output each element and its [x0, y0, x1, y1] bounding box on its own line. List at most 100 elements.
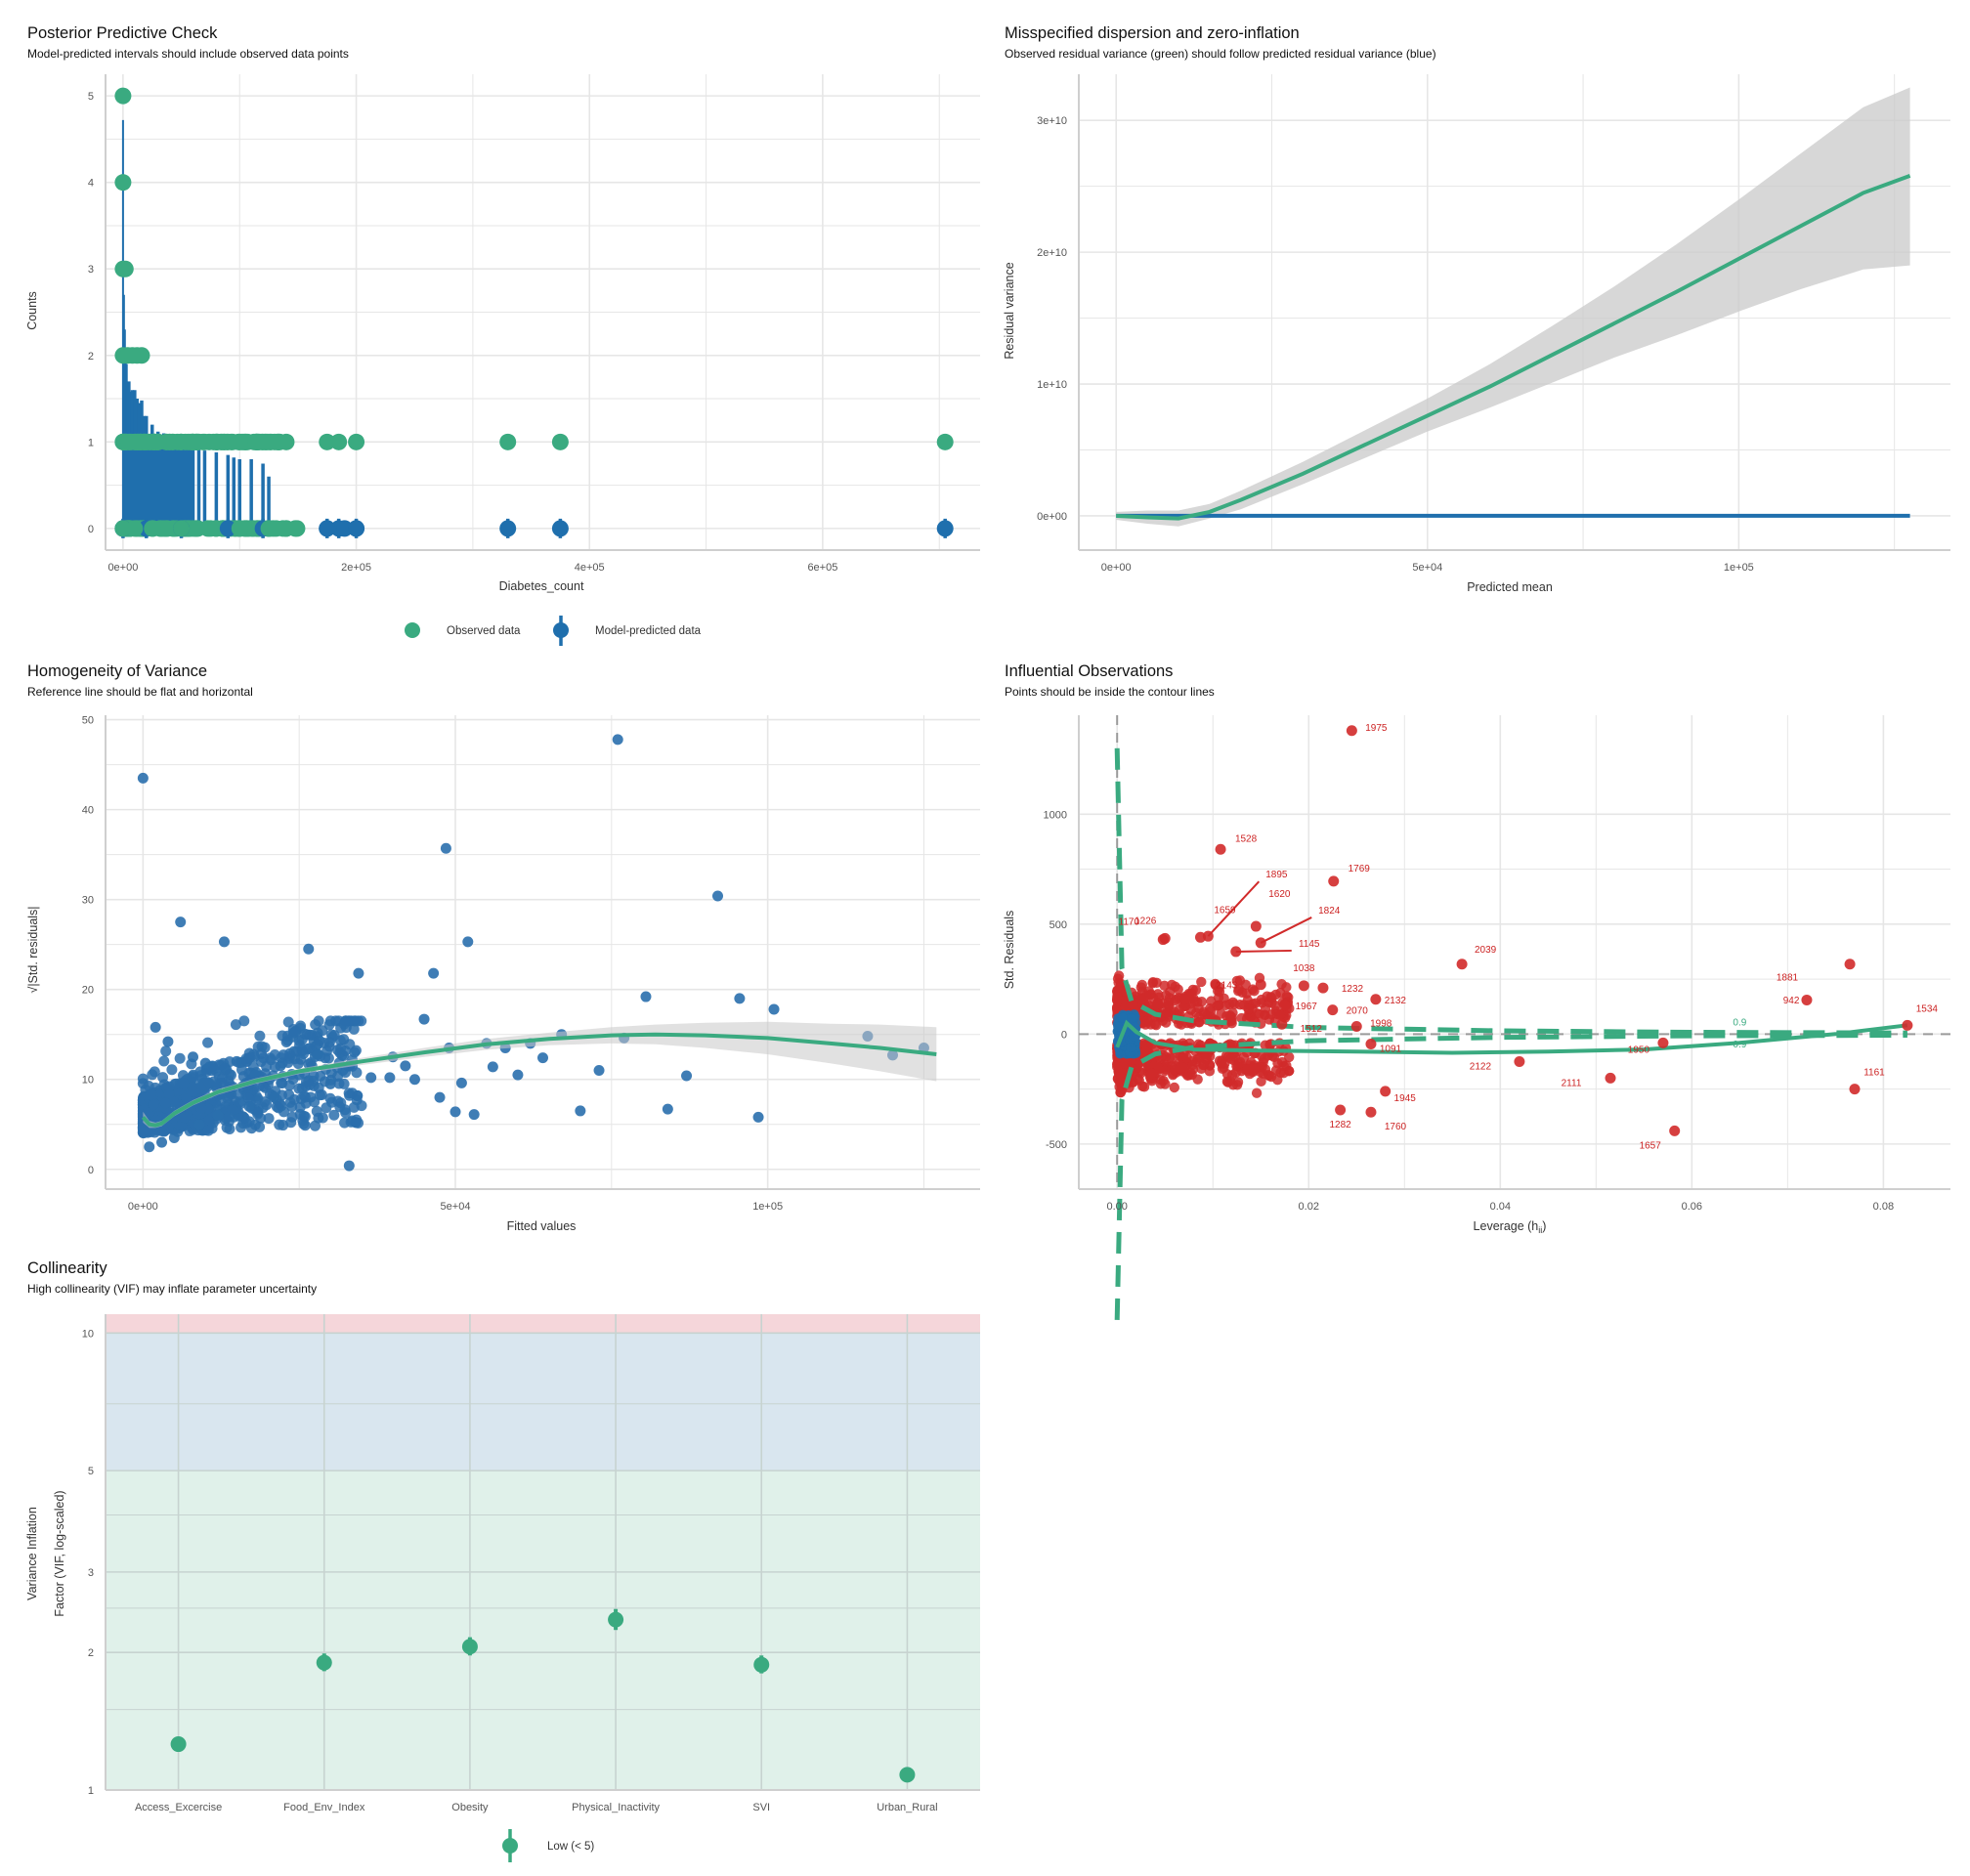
- predicted-point: [936, 520, 954, 537]
- y-tick-label: 0e+00: [1037, 511, 1067, 523]
- y-tick-label: 10: [82, 1075, 94, 1087]
- confidence-band: [143, 1021, 937, 1129]
- residual-point: [261, 1099, 273, 1111]
- x-axis-label: Predicted mean: [1467, 580, 1553, 594]
- zone-low: [106, 1471, 980, 1790]
- observation-point: [1153, 992, 1165, 1003]
- panel-overdispersion: Misspecified dispersion and zero-inflati…: [1003, 24, 1950, 594]
- x-axis-label-subscript: ii: [1538, 1225, 1542, 1235]
- observed-point: [126, 433, 144, 450]
- observed-point: [195, 433, 213, 450]
- observed-point: [286, 520, 304, 537]
- plot-area: [1078, 74, 1950, 551]
- confidence-band: [1116, 87, 1910, 527]
- y-axis-label: Std. Residuals: [1003, 911, 1016, 990]
- panel-influential-observations: Influential Observations Points should b…: [1003, 662, 1950, 1320]
- residual-point: [428, 967, 440, 979]
- observation-point: [1115, 1087, 1127, 1098]
- label-leader-line: [1207, 880, 1261, 937]
- residual-point: [612, 734, 623, 746]
- residual-point: [263, 1113, 275, 1125]
- observation-point: [1190, 1007, 1202, 1018]
- residual-point: [269, 1091, 280, 1103]
- residual-point: [243, 1100, 255, 1112]
- observation-point: [1258, 1068, 1268, 1079]
- residual-point: [352, 1089, 364, 1101]
- observation-point: [1142, 1016, 1153, 1027]
- residual-point: [317, 1112, 328, 1124]
- residual-point: [254, 1030, 266, 1042]
- residual-point: [662, 1103, 673, 1115]
- observed-point: [126, 520, 144, 537]
- observation-point: [1236, 1012, 1247, 1024]
- observed-point: [138, 433, 155, 450]
- residual-point: [300, 1097, 312, 1109]
- labelled-observation-point: [1250, 920, 1262, 932]
- observation-label: 2070: [1347, 1006, 1369, 1017]
- observation-point-core: [1126, 1042, 1136, 1052]
- x-tick-label: 0e+00: [1101, 562, 1132, 574]
- observed-point: [144, 520, 161, 537]
- x-axis-ticks: Access_Excercise Food_Env_Index Obesity Phy…: [135, 1802, 938, 1813]
- labelled-observation-point: [1370, 994, 1382, 1005]
- y-tick-label: 0: [88, 524, 94, 535]
- observation-point: [1249, 986, 1260, 997]
- residual-point: [275, 1060, 286, 1072]
- plot-area: [105, 74, 980, 551]
- y-tick-label: 40: [82, 805, 94, 817]
- residual-point: [734, 993, 746, 1004]
- labelled-observation-point: [1328, 875, 1340, 887]
- residual-point: [328, 1109, 340, 1121]
- x-tick-label: 0.06: [1682, 1201, 1702, 1213]
- observation-label: 1950: [1628, 1045, 1650, 1055]
- residual-point: [145, 1088, 156, 1100]
- y-tick-label: 3: [88, 1567, 94, 1579]
- y-tick-label: 3: [88, 264, 94, 276]
- y-axis-label: Variance Inflation: [25, 1507, 39, 1600]
- legend-low-label: Low (< 5): [547, 1841, 594, 1853]
- observation-point: [1231, 1080, 1243, 1090]
- y-tick-label: 50: [82, 715, 94, 727]
- residual-point: [245, 1123, 257, 1134]
- y-axis-ticks: 1 2 3 5 10: [82, 1328, 94, 1797]
- labelled-observation-point: [1298, 980, 1309, 992]
- observation-point: [1140, 1046, 1151, 1057]
- residual-point: [163, 1081, 175, 1092]
- residual-point: [309, 1096, 321, 1108]
- y-axis-label: Counts: [25, 291, 39, 330]
- observed-point: [936, 433, 954, 450]
- residual-point: [462, 936, 474, 948]
- observation-point-core: [1113, 1021, 1124, 1032]
- residual-point: [227, 1104, 238, 1116]
- observed-point: [278, 433, 295, 450]
- labelled-observation-point: [1317, 982, 1329, 994]
- residual-point: [408, 1074, 420, 1086]
- y-tick-label: -500: [1046, 1139, 1067, 1151]
- y-axis-label: Residual variance: [1003, 262, 1016, 359]
- residual-point: [575, 1105, 586, 1117]
- residual-point: [256, 1048, 268, 1060]
- y-tick-label: 3e+10: [1037, 115, 1067, 127]
- observation-point: [1160, 1079, 1171, 1089]
- x-axis-label: Diabetes_count: [499, 579, 584, 593]
- observation-point: [1281, 991, 1293, 1002]
- labelled-observation-point: [1801, 994, 1813, 1005]
- x-tick-label: 0e+00: [107, 562, 138, 574]
- residual-point: [234, 1096, 245, 1108]
- observed-point: [275, 520, 292, 537]
- observation-point-core: [1127, 1013, 1137, 1024]
- residual-point: [148, 1098, 159, 1110]
- observation-point: [1224, 1053, 1236, 1064]
- residual-point: [400, 1060, 411, 1072]
- residual-point: [242, 1092, 254, 1104]
- residual-point: [258, 1081, 270, 1092]
- observed-point: [551, 433, 569, 450]
- observation-point: [1275, 1067, 1286, 1079]
- residual-point: [537, 1052, 548, 1064]
- labelled-observation-point: [1255, 979, 1266, 991]
- residual-point: [162, 1036, 174, 1047]
- observed-point: [499, 433, 517, 450]
- observation-point: [1256, 1076, 1266, 1087]
- observation-label: 1512: [1301, 1024, 1323, 1035]
- observed-point: [116, 260, 134, 277]
